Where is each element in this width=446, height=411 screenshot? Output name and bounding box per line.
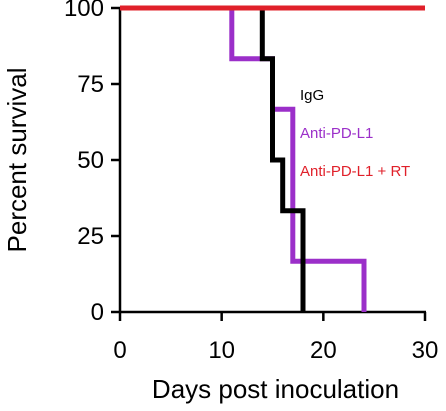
x-tick-label: 30 xyxy=(412,337,439,364)
legend: IgG Anti-PD-L1 Anti-PD-L1 + RT xyxy=(300,87,410,180)
x-tick-label: 0 xyxy=(113,337,126,364)
y-tick-label: 100 xyxy=(64,0,104,22)
legend-label-0: IgG xyxy=(300,87,324,104)
legend-label-1: Anti-PD-L1 xyxy=(300,125,373,142)
axes: 0 25 50 75 100 0 10 20 30 Days post inoculation Pe… xyxy=(2,0,438,404)
y-tick-label: 25 xyxy=(77,223,104,250)
y-axis-title: Percent survival xyxy=(2,68,32,253)
x-tick-label: 10 xyxy=(208,337,235,364)
x-axis-title: Days post inoculation xyxy=(152,374,399,404)
y-tick-label: 0 xyxy=(91,299,104,326)
y-tick-label: 50 xyxy=(77,147,104,174)
x-tick-label: 20 xyxy=(310,337,337,364)
series-layer xyxy=(120,5,425,312)
series-line-0 xyxy=(120,5,306,312)
series-line-1 xyxy=(120,5,367,312)
legend-label-2: Anti-PD-L1 + RT xyxy=(300,163,410,180)
y-tick-label: 75 xyxy=(77,71,104,98)
